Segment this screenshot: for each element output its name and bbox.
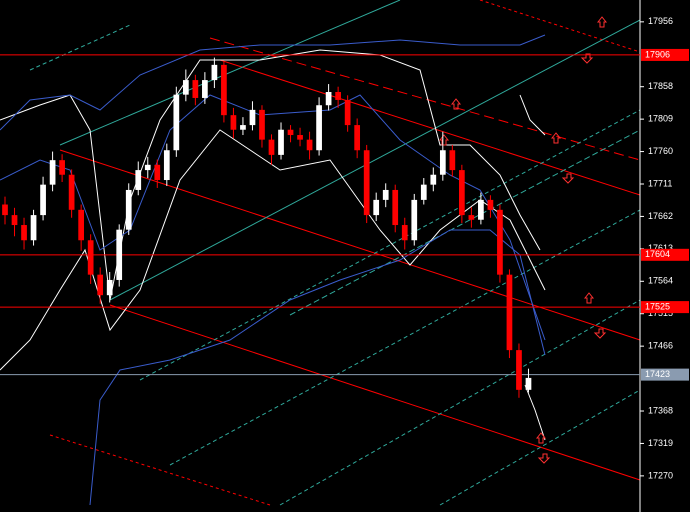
candle-body <box>354 125 361 151</box>
candle-body <box>459 170 465 216</box>
candle-body <box>439 150 446 175</box>
y-tick-label: 17270 <box>648 470 673 480</box>
candle-body <box>68 174 75 210</box>
level-label-box <box>641 48 689 61</box>
candle-body <box>87 240 94 275</box>
candle-body <box>11 215 18 226</box>
candle-body <box>278 129 284 155</box>
candle-body <box>2 204 8 216</box>
candle-body <box>21 225 27 241</box>
candle-body <box>297 135 303 140</box>
candle-body <box>78 209 84 241</box>
candle-body <box>173 94 180 151</box>
level-label: 17604 <box>645 249 670 259</box>
candle-body <box>430 174 437 185</box>
y-tick-label: 17711 <box>648 178 672 188</box>
candle-body <box>259 109 265 140</box>
candle-body <box>221 64 227 116</box>
y-tick-label: 17564 <box>648 276 673 286</box>
level-label-box <box>641 301 689 314</box>
y-tick-label: 17613 <box>648 243 673 253</box>
candle-body <box>287 129 294 136</box>
y-tick-label: 17760 <box>648 146 673 156</box>
level-label: 17525 <box>645 301 670 311</box>
candle-body <box>449 150 456 171</box>
candle-body <box>363 150 370 216</box>
y-tick-label: 17858 <box>648 81 673 91</box>
level-label: 17906 <box>645 49 670 59</box>
candle-body <box>401 225 408 241</box>
candle-body <box>506 274 513 351</box>
candle-body <box>211 64 218 81</box>
candle-body <box>135 170 142 190</box>
level-label: 17423 <box>645 369 670 379</box>
candle-body <box>344 99 351 126</box>
channels <box>0 0 641 506</box>
candle-body <box>316 105 322 151</box>
y-tick-label: 17809 <box>648 114 673 124</box>
candle-body <box>249 109 256 126</box>
candle-body <box>59 160 65 175</box>
level-label-box <box>641 248 689 261</box>
candle-body <box>49 160 56 185</box>
candle-body <box>116 229 123 280</box>
candle-body <box>163 150 170 181</box>
y-tick-label: 17368 <box>648 405 673 415</box>
y-tick-label: 17466 <box>648 341 673 351</box>
candle-body <box>202 80 208 98</box>
candle-body <box>420 184 427 200</box>
candle-body <box>268 139 275 155</box>
candle-body <box>325 91 332 106</box>
candle-body <box>497 209 503 275</box>
candle-body <box>40 184 46 216</box>
candle-body <box>240 125 246 130</box>
candle-body <box>182 80 189 95</box>
candle-body <box>230 115 237 130</box>
y-tick-label: 17319 <box>648 438 673 448</box>
candle-body <box>335 91 341 100</box>
y-tick-label: 17662 <box>648 211 673 221</box>
candle-body <box>411 199 418 241</box>
candle-body <box>97 274 104 296</box>
y-tick-label: 17956 <box>648 16 673 26</box>
candle-body <box>516 350 522 390</box>
candle-body <box>468 215 475 220</box>
candle-body <box>192 80 199 98</box>
candle-body <box>478 199 484 220</box>
candle-body <box>487 199 494 210</box>
arrows <box>438 16 608 464</box>
candle-body <box>392 189 399 226</box>
level-label-box <box>641 368 689 381</box>
candle-body <box>382 189 389 200</box>
candle-body <box>106 279 113 296</box>
candle-body <box>525 377 532 390</box>
candle-body <box>306 139 313 151</box>
candle-body <box>144 164 151 171</box>
candle-body <box>30 215 37 241</box>
candle-body <box>154 164 161 181</box>
candle-body <box>125 189 132 230</box>
candle-body <box>373 199 380 216</box>
